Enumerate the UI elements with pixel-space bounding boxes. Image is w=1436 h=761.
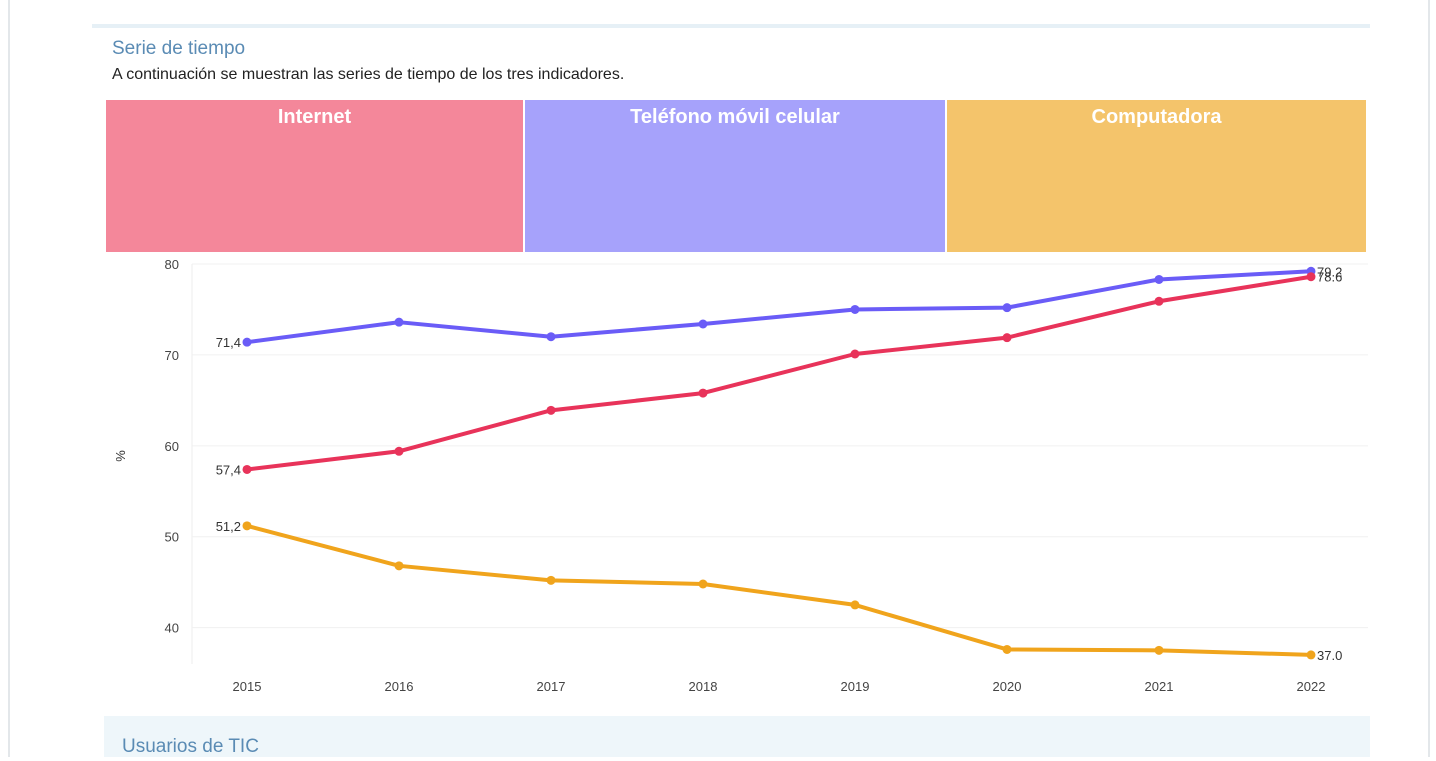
data-point[interactable] xyxy=(1154,296,1164,306)
data-point[interactable] xyxy=(394,317,404,327)
data-point[interactable] xyxy=(242,464,252,474)
start-value-label: 57,4 xyxy=(216,462,241,477)
data-point[interactable] xyxy=(546,332,556,342)
y-axis-label: % xyxy=(113,450,128,462)
data-point[interactable] xyxy=(1306,272,1316,282)
end-value-label: 79.2 xyxy=(1317,264,1342,279)
tab-internet[interactable]: Internet xyxy=(106,100,525,252)
tab-computadora[interactable]: Computadora xyxy=(947,100,1366,252)
data-point[interactable] xyxy=(1002,303,1012,313)
x-tick-label: 2016 xyxy=(385,679,414,694)
data-point[interactable] xyxy=(698,319,708,329)
x-tick-label: 2022 xyxy=(1297,679,1326,694)
y-axis-ticks: 80 70 60 50 40 xyxy=(165,257,179,636)
series-line xyxy=(245,274,1313,472)
x-axis-ticks: 2015 2016 2017 2018 2019 2020 2021 2022 xyxy=(233,679,1326,694)
data-point[interactable] xyxy=(242,521,252,531)
y-tick-label: 60 xyxy=(165,439,179,454)
series-line xyxy=(245,269,1313,345)
data-point[interactable] xyxy=(242,337,252,347)
data-point[interactable] xyxy=(1002,644,1012,654)
series-0: 71,4 79.2 xyxy=(216,264,1343,350)
data-point[interactable] xyxy=(850,600,860,610)
data-point[interactable] xyxy=(850,304,860,314)
series-group: 71,4 79.2 57,4 78.6 51,2 37.0 xyxy=(216,264,1343,663)
end-value-label: 78.6 xyxy=(1317,270,1342,285)
indicator-tabs: Internet Teléfono móvil celular Computad… xyxy=(106,100,1368,252)
page-left-rule xyxy=(8,0,10,757)
data-point[interactable] xyxy=(850,349,860,359)
end-value-label: 37.0 xyxy=(1317,648,1342,663)
y-tick-label: 70 xyxy=(165,348,179,363)
data-point[interactable] xyxy=(1306,650,1316,660)
start-value-label: 51,2 xyxy=(216,519,241,534)
x-tick-label: 2018 xyxy=(689,679,718,694)
y-tick-label: 80 xyxy=(165,257,179,272)
data-point[interactable] xyxy=(394,561,404,571)
series-line xyxy=(245,523,1313,657)
y-tick-label: 50 xyxy=(165,530,179,545)
x-tick-label: 2020 xyxy=(993,679,1022,694)
section-title: Serie de tiempo xyxy=(112,38,246,59)
x-tick-label: 2019 xyxy=(841,679,870,694)
time-series-panel: Serie de tiempo A continuación se muestr… xyxy=(92,24,1370,761)
tic-users-section: Usuarios de TIC xyxy=(104,716,1370,757)
data-point[interactable] xyxy=(546,405,556,415)
x-tick-label: 2021 xyxy=(1145,679,1174,694)
tic-users-title: Usuarios de TIC xyxy=(122,736,259,757)
tab-telefono-movil[interactable]: Teléfono móvil celular xyxy=(525,100,947,252)
series-2: 51,2 37.0 xyxy=(216,519,1343,663)
data-point[interactable] xyxy=(1154,274,1164,284)
section-description: A continuación se muestran las series de… xyxy=(112,66,625,83)
start-value-label: 71,4 xyxy=(216,335,241,350)
data-point[interactable] xyxy=(698,579,708,589)
grid-lines xyxy=(191,263,1368,664)
page-right-rule xyxy=(1428,0,1430,757)
data-point[interactable] xyxy=(394,446,404,456)
data-point[interactable] xyxy=(1002,333,1012,343)
y-tick-label: 40 xyxy=(165,621,179,636)
data-point[interactable] xyxy=(698,388,708,398)
series-1: 57,4 78.6 xyxy=(216,270,1343,478)
x-tick-label: 2017 xyxy=(537,679,566,694)
data-point[interactable] xyxy=(546,575,556,585)
x-tick-label: 2015 xyxy=(233,679,262,694)
data-point[interactable] xyxy=(1154,645,1164,655)
